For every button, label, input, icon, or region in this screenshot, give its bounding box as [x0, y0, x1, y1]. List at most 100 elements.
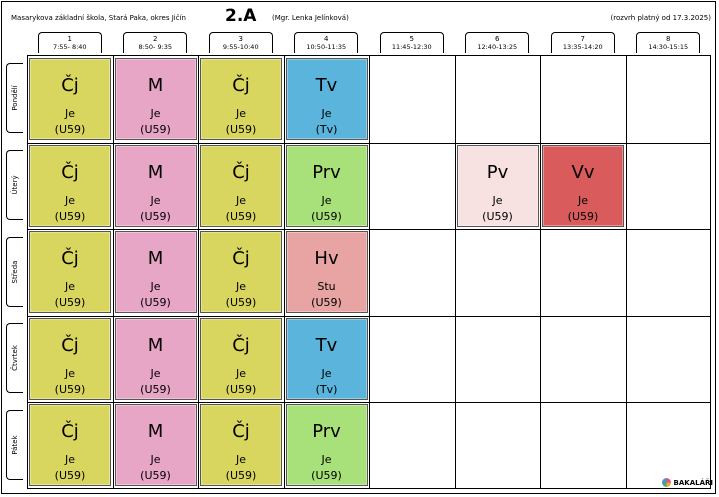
- lesson-room: (U59): [54, 382, 86, 396]
- lesson-teacher: Je: [235, 107, 246, 120]
- grid-column-line: [710, 56, 711, 489]
- grid-column-line: [27, 56, 28, 489]
- grid-row-line: [27, 142, 711, 144]
- lesson-subject: Čj: [61, 75, 79, 96]
- lesson-teacher: Je: [64, 453, 75, 467]
- lesson-teacher: Je: [235, 453, 246, 467]
- lesson-cell[interactable]: Čj Je (U59): [29, 231, 111, 314]
- lesson-cell[interactable]: Čj Je (U59): [29, 144, 111, 227]
- period-header: 4 10:50-11:35: [294, 32, 359, 53]
- period-time: 7:55- 8:40: [52, 43, 87, 51]
- lesson-teacher: Je: [64, 107, 75, 120]
- period-header: 3 9:55-10:40: [208, 32, 273, 53]
- lesson-room: (U59): [225, 296, 257, 310]
- lesson-cell[interactable]: Čj Je (U59): [200, 317, 282, 400]
- lesson-room: (Tv): [315, 382, 338, 396]
- lesson-room: (U59): [140, 382, 171, 396]
- lesson-cell[interactable]: Pv Je (U59): [456, 144, 539, 227]
- lesson-room: (U59): [225, 209, 257, 223]
- lesson-subject: Tv: [315, 75, 338, 96]
- grid-column-line: [625, 56, 627, 489]
- lesson-subject: M: [147, 75, 164, 96]
- lesson-cell[interactable]: Čj Je (U59): [29, 58, 111, 140]
- day-label: Čtvrtek: [6, 323, 23, 394]
- lesson-teacher: Je: [150, 366, 161, 380]
- lesson-subject: Čj: [232, 75, 250, 96]
- lesson-subject: Čj: [232, 334, 250, 356]
- lesson-teacher: Je: [64, 280, 75, 294]
- lesson-cell[interactable]: Prv Je (U59): [285, 404, 368, 487]
- lesson-teacher: Je: [150, 107, 161, 120]
- lesson-cell[interactable]: Čj Je (U59): [29, 404, 111, 487]
- lesson-cell[interactable]: Čj Je (U59): [200, 404, 282, 487]
- lesson-subject: Pv: [486, 161, 509, 183]
- valid-from: (rozvrh platný od 17.3.2025): [610, 14, 711, 22]
- day-label: Pondělí: [6, 63, 23, 134]
- period-number: 6: [495, 35, 500, 43]
- lesson-subject: Čj: [232, 421, 250, 443]
- lesson-room: (U59): [225, 382, 257, 396]
- period-number: 7: [580, 35, 585, 43]
- lesson-cell[interactable]: Vv Je (U59): [542, 144, 624, 227]
- bakalari-logo: BAKALÁŘI: [661, 478, 713, 487]
- day-name: Pátek: [11, 435, 19, 455]
- period-time: 13:35-14:20: [562, 43, 603, 51]
- period-time: 9:55-10:40: [222, 43, 259, 51]
- grid-column-line: [112, 56, 114, 489]
- day-name: Úterý: [11, 175, 19, 195]
- lesson-teacher: Je: [235, 193, 246, 207]
- lesson-room: (U59): [54, 209, 86, 223]
- lesson-room: (U59): [54, 469, 86, 483]
- day-label: Středa: [6, 236, 23, 307]
- lesson-teacher: Je: [150, 280, 161, 294]
- lesson-cell[interactable]: Tv Je (Tv): [285, 58, 368, 140]
- period-header: 1 7:55- 8:40: [37, 32, 102, 53]
- lesson-cell[interactable]: Čj Je (U59): [29, 317, 111, 400]
- lesson-cell[interactable]: M Je (U59): [114, 317, 197, 400]
- lesson-teacher: Je: [64, 193, 75, 207]
- lesson-room: (U59): [311, 296, 342, 310]
- period-header: 5 11:45-12:30: [379, 32, 444, 53]
- lesson-cell[interactable]: Hv Stu (U59): [285, 231, 368, 314]
- timetable-grid: Čj Je (U59) M Je (U59) Čj Je (U59) Tv Je (Tv) Čj Je (U…: [27, 55, 711, 489]
- period-header: 6 12:40-13:25: [465, 32, 530, 53]
- lesson-subject: M: [147, 334, 164, 356]
- lesson-cell[interactable]: Tv Je (Tv): [285, 317, 368, 400]
- lesson-room: (U59): [140, 469, 171, 483]
- period-time: 12:40-13:25: [477, 43, 518, 51]
- lesson-teacher: Je: [321, 366, 332, 380]
- lesson-cell[interactable]: M Je (U59): [114, 404, 197, 487]
- lesson-subject: Čj: [61, 248, 79, 270]
- period-number: 5: [409, 35, 414, 43]
- lesson-cell[interactable]: Prv Je (U59): [285, 144, 368, 227]
- lesson-cell[interactable]: Čj Je (U59): [200, 231, 282, 314]
- period-header: 2 8:50- 9:35: [123, 32, 188, 53]
- lesson-cell[interactable]: M Je (U59): [114, 231, 197, 314]
- lesson-cell[interactable]: M Je (U59): [114, 58, 197, 140]
- lesson-room: (U59): [311, 469, 342, 483]
- lesson-teacher: Stu: [317, 280, 336, 294]
- grid-column-line: [283, 56, 285, 489]
- lesson-room: (U59): [311, 209, 342, 223]
- class-title: 2.A: [225, 6, 257, 26]
- period-number: 4: [324, 35, 329, 43]
- logo-label: BAKALÁŘI: [673, 478, 713, 487]
- lesson-teacher: Je: [492, 193, 503, 207]
- lesson-cell[interactable]: Čj Je (U59): [200, 58, 282, 140]
- lesson-cell[interactable]: Čj Je (U59): [200, 144, 282, 227]
- grid-column-line: [454, 56, 456, 489]
- period-time: 11:45-12:30: [391, 43, 432, 51]
- lesson-room: (U59): [567, 209, 599, 223]
- day-name: Pondělí: [11, 85, 19, 111]
- period-time: 10:50-11:35: [306, 43, 347, 51]
- lesson-cell[interactable]: M Je (U59): [114, 144, 197, 227]
- period-header: 7 13:35-14:20: [550, 32, 615, 53]
- lesson-teacher: Je: [235, 366, 246, 380]
- lesson-subject: Čj: [61, 334, 79, 356]
- day-name: Středa: [11, 260, 19, 283]
- day-label: Úterý: [6, 149, 23, 220]
- lesson-subject: Hv: [314, 248, 339, 270]
- lesson-room: (U59): [140, 123, 171, 136]
- lesson-teacher: Je: [150, 193, 161, 207]
